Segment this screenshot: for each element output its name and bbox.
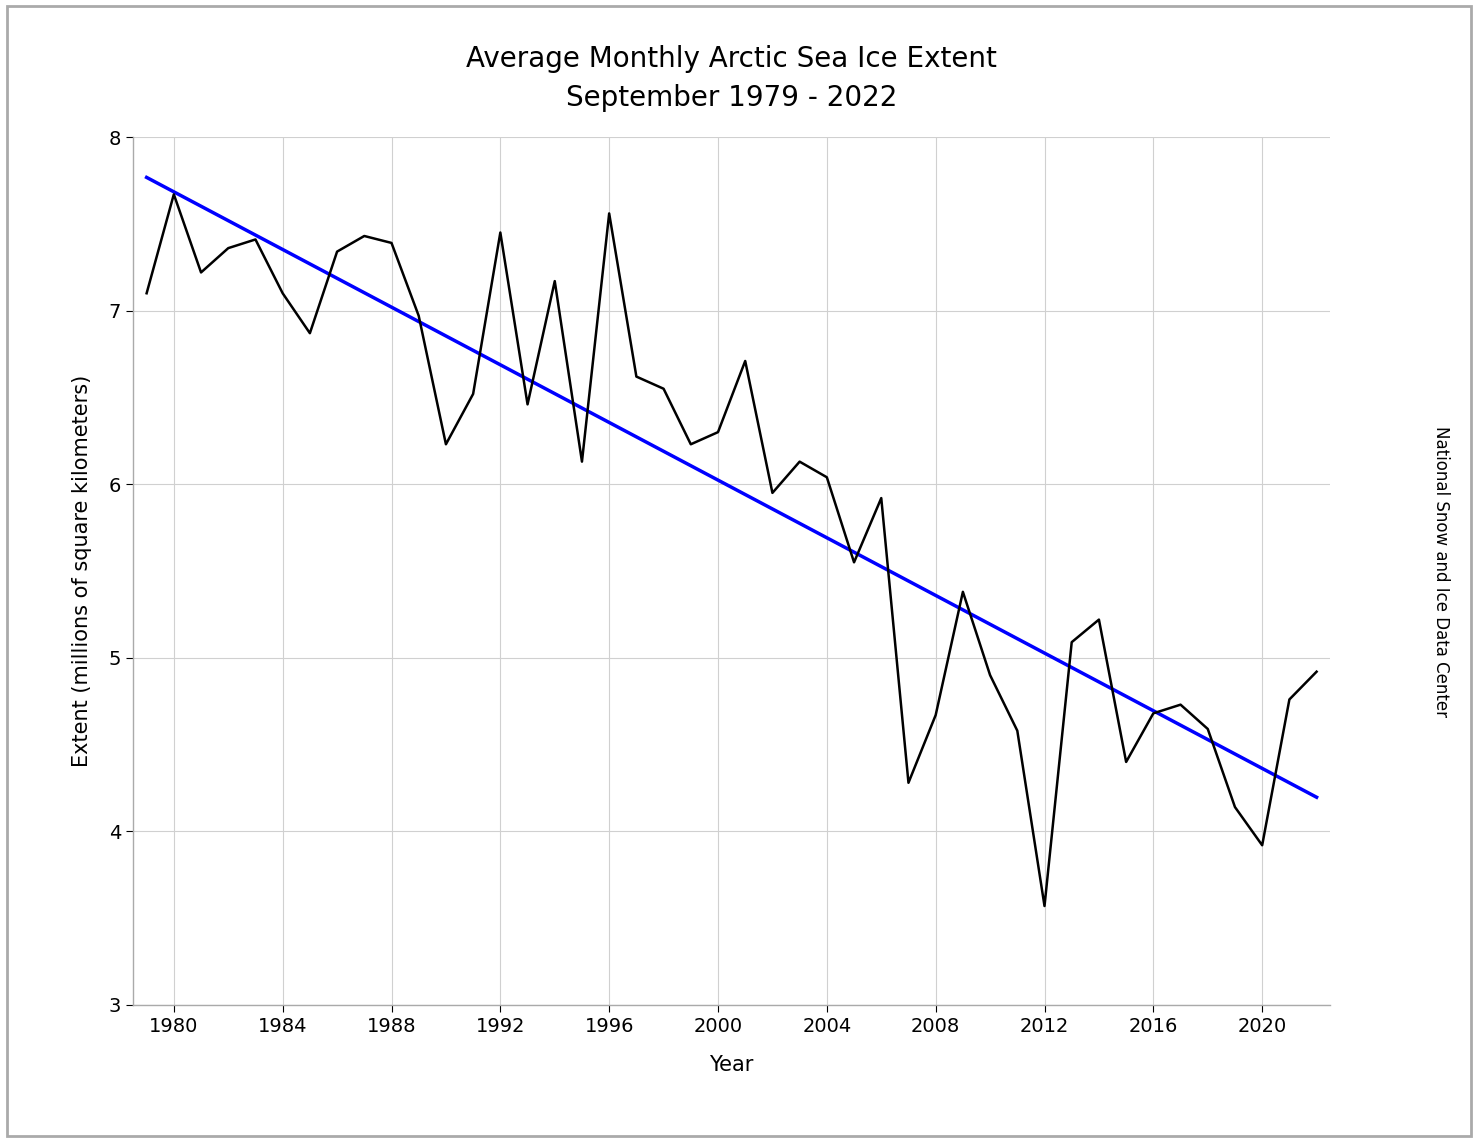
Text: National Snow and Ice Data Center: National Snow and Ice Data Center xyxy=(1432,426,1450,716)
X-axis label: Year: Year xyxy=(709,1055,754,1076)
Title: Average Monthly Arctic Sea Ice Extent
September 1979 - 2022: Average Monthly Arctic Sea Ice Extent Se… xyxy=(466,46,998,112)
Y-axis label: Extent (millions of square kilometers): Extent (millions of square kilometers) xyxy=(72,375,92,767)
